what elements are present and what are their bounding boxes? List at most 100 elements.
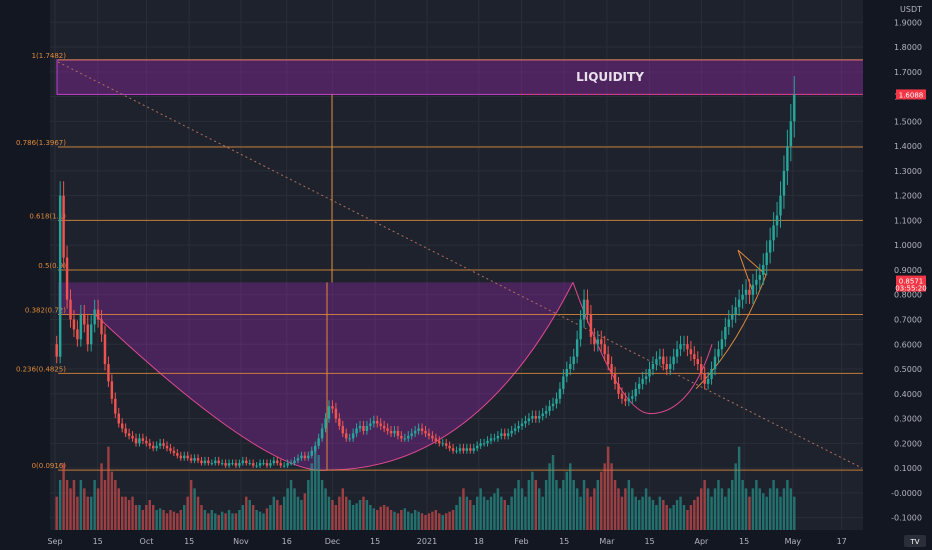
volume-bar [351,505,355,530]
volume-bar [786,480,789,530]
candle-body [203,460,207,464]
volume-bar [613,480,617,530]
candle-body [768,240,772,253]
candle-body [155,445,158,449]
volume-bar [158,508,162,530]
volume-bar [789,488,793,530]
tradingview-logo[interactable]: TV [904,535,926,547]
candle-body [779,195,782,216]
volume-bar [593,488,596,530]
volume-bar [555,480,558,530]
candle-body [613,373,617,384]
candle-body [706,378,710,384]
volume-bar [279,505,282,530]
volume-bar [765,496,768,530]
volume-bar [127,500,131,530]
time-tick-label: Feb [514,537,528,546]
candle-body [444,443,448,446]
time-tick-label: 17 [837,537,847,546]
volume-bar [413,510,417,530]
candle-body [486,440,489,444]
candle-body [389,430,393,434]
candle-body [176,453,179,456]
price-tick-label: 0.3000 [894,415,922,424]
candle-body [686,344,689,350]
candle-body [220,463,224,465]
price-tick-label: 1.4000 [894,142,922,151]
candle-body [193,458,196,461]
candle-body [606,354,610,365]
candle-body [379,423,382,426]
volume-bar [689,505,693,530]
volume-bar [141,510,145,530]
price-tag-value: 1.6088 [899,91,924,99]
time-axis-panel [0,530,932,550]
candle-body [72,319,76,330]
volume-bar [120,496,124,530]
volume-bar [734,463,737,530]
candle-body [79,314,83,340]
candle-body [693,354,696,360]
volume-bar [779,496,782,530]
candle-body [114,398,117,414]
candle-body [765,252,768,265]
time-tick-label: 15 [644,537,654,546]
volume-bar [86,496,89,530]
currency-label: USDT [900,5,922,14]
volume-bar [327,496,331,530]
volume-bar [407,511,410,530]
volume-bar [241,505,245,530]
volume-bar [782,488,786,530]
volume-bar [686,510,689,530]
candle-body [775,215,779,226]
candle-body [510,430,513,434]
candle-body [682,344,686,346]
candle-body [410,433,413,436]
time-tick-label: Nov [233,537,249,546]
volume-bar [713,488,717,530]
candle-body [200,460,203,464]
time-tick-label: 15 [559,537,569,546]
candle-body [89,324,93,345]
candle-body [596,339,600,345]
candle-body [162,443,165,446]
candle-body [720,339,724,350]
candle-body [338,418,341,426]
candle-body [131,435,134,439]
candle-body [417,428,420,431]
candle-body [496,435,500,439]
candle-body [376,421,379,424]
candle-body [458,448,462,451]
candle-body [96,309,100,320]
volume-bar [341,488,345,530]
candle-body [469,448,472,451]
descending-trendline [57,61,863,469]
volume-bar [117,488,120,530]
volume-bar [548,463,551,530]
candle-body [586,299,589,315]
volume-bar [79,480,83,530]
fib-level-label: 1(1.7482) [32,52,67,60]
volume-bar [724,496,727,530]
volume-bar [317,455,320,530]
volume-bar [448,511,451,530]
price-tick-label: 0.7000 [894,315,922,324]
candle-body [420,428,424,431]
volume-bar [131,496,134,530]
candle-body [551,403,555,407]
candle-body [648,369,651,377]
candle-body [751,284,755,295]
candle-body [100,319,103,335]
time-tick-label: 18 [474,537,484,546]
volume-bar [382,505,386,530]
candle-body [634,388,637,397]
candle-body [279,463,282,466]
volume-bar [644,488,648,530]
price-tick-label: 0.4000 [894,390,922,399]
candle-body [76,329,79,340]
volume-bar [148,500,152,530]
volume-bar [668,508,672,530]
volume-bar [462,488,465,530]
